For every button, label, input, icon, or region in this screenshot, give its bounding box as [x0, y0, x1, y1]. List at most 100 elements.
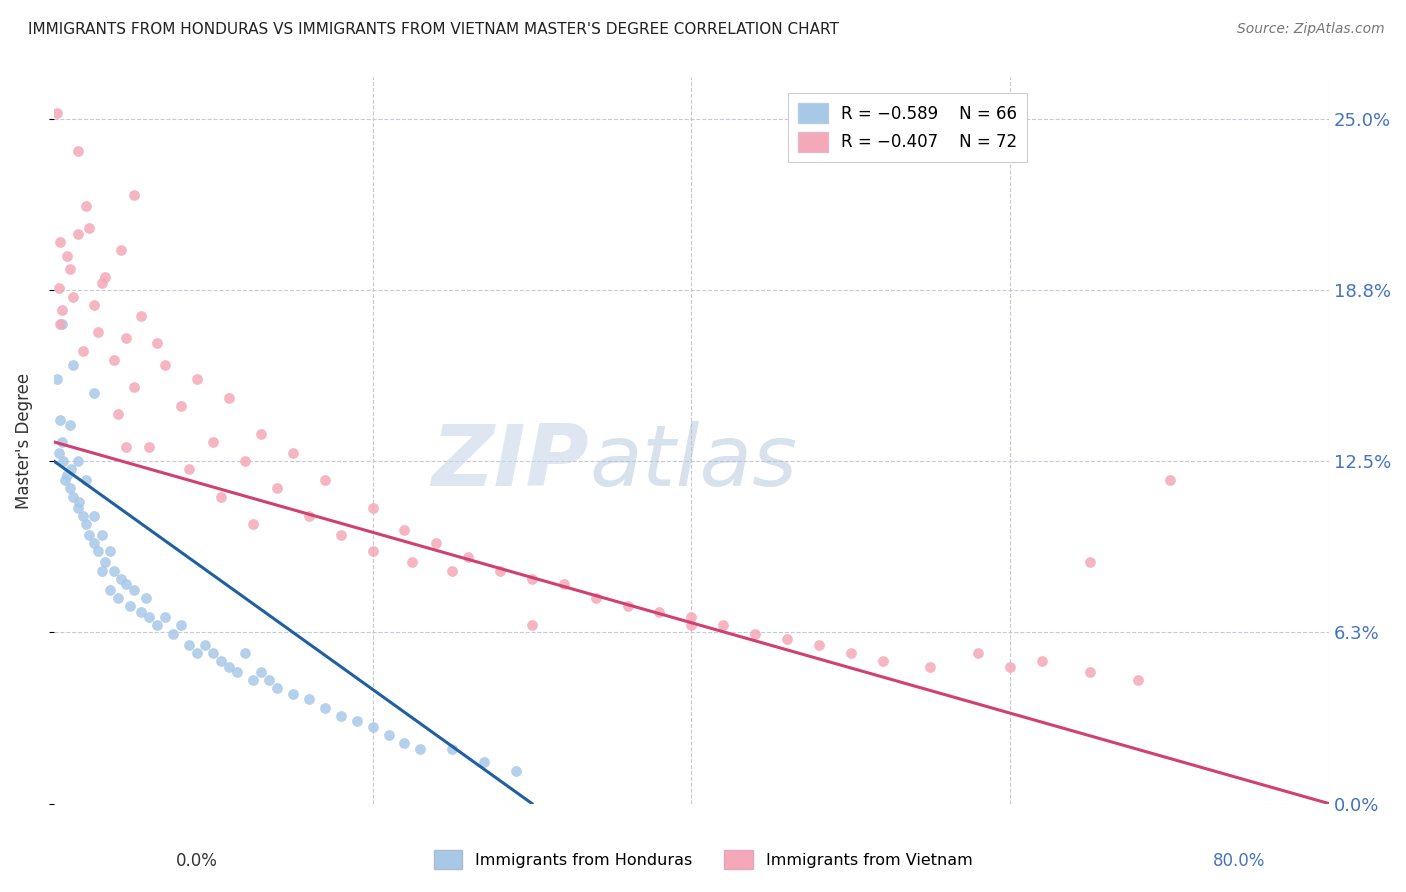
Point	[314, 473, 336, 487]
Point	[281, 687, 304, 701]
Point	[170, 399, 193, 413]
Point	[298, 692, 321, 706]
Point	[122, 188, 145, 202]
Point	[394, 523, 416, 537]
Point	[83, 508, 105, 523]
Point	[648, 605, 671, 619]
Point	[114, 441, 136, 455]
Point	[1159, 473, 1181, 487]
Point	[55, 248, 77, 262]
Point	[839, 646, 862, 660]
Point	[49, 317, 72, 331]
Point	[120, 599, 142, 614]
Point	[49, 413, 72, 427]
Point	[75, 199, 97, 213]
Text: ZIP: ZIP	[432, 421, 589, 504]
Point	[110, 243, 132, 257]
Point	[202, 434, 225, 449]
Point	[48, 446, 70, 460]
Point	[394, 736, 416, 750]
Point	[66, 227, 89, 241]
Point	[425, 536, 447, 550]
Point	[998, 659, 1021, 673]
Legend: Immigrants from Honduras, Immigrants from Vietnam: Immigrants from Honduras, Immigrants fro…	[427, 844, 979, 875]
Point	[51, 434, 73, 449]
Point	[218, 659, 240, 673]
Point	[186, 646, 208, 660]
Point	[62, 290, 84, 304]
Point	[77, 528, 100, 542]
Point	[51, 317, 73, 331]
Legend: R = −0.589    N = 66, R = −0.407    N = 72: R = −0.589 N = 66, R = −0.407 N = 72	[787, 93, 1028, 162]
Point	[155, 358, 177, 372]
Point	[186, 372, 208, 386]
Point	[409, 741, 432, 756]
Point	[298, 508, 321, 523]
Point	[107, 591, 129, 605]
Point	[48, 281, 70, 295]
Point	[62, 490, 84, 504]
Point	[1126, 673, 1149, 688]
Point	[46, 106, 69, 120]
Point	[242, 673, 264, 688]
Point	[90, 276, 112, 290]
Point	[776, 632, 799, 647]
Y-axis label: Master's Degree: Master's Degree	[15, 373, 32, 508]
Point	[194, 638, 217, 652]
Point	[135, 591, 157, 605]
Text: 0.0%: 0.0%	[176, 852, 218, 870]
Point	[103, 564, 125, 578]
Point	[75, 517, 97, 532]
Text: atlas: atlas	[589, 421, 797, 504]
Point	[114, 331, 136, 345]
Point	[75, 473, 97, 487]
Point	[361, 720, 384, 734]
Point	[489, 564, 512, 578]
Text: IMMIGRANTS FROM HONDURAS VS IMMIGRANTS FROM VIETNAM MASTER'S DEGREE CORRELATION : IMMIGRANTS FROM HONDURAS VS IMMIGRANTS F…	[28, 22, 839, 37]
Point	[967, 646, 990, 660]
Text: Source: ZipAtlas.com: Source: ZipAtlas.com	[1237, 22, 1385, 37]
Point	[807, 638, 830, 652]
Point	[281, 446, 304, 460]
Point	[242, 517, 264, 532]
Point	[401, 556, 423, 570]
Point	[138, 441, 160, 455]
Point	[83, 385, 105, 400]
Point	[233, 454, 256, 468]
Point	[51, 303, 73, 318]
Point	[233, 646, 256, 660]
Point	[744, 626, 766, 640]
Point	[361, 544, 384, 558]
Point	[441, 564, 464, 578]
Point	[257, 673, 280, 688]
Point	[59, 482, 82, 496]
Text: 80.0%: 80.0%	[1213, 852, 1265, 870]
Point	[266, 681, 288, 696]
Point	[60, 462, 83, 476]
Point	[55, 467, 77, 482]
Point	[72, 508, 94, 523]
Point	[872, 654, 894, 668]
Point	[66, 500, 89, 515]
Point	[250, 426, 273, 441]
Point	[441, 741, 464, 756]
Point	[250, 665, 273, 679]
Point	[94, 556, 117, 570]
Point	[146, 336, 169, 351]
Point	[346, 714, 368, 729]
Point	[329, 709, 352, 723]
Point	[53, 473, 76, 487]
Point	[520, 618, 543, 632]
Point	[52, 454, 75, 468]
Point	[138, 610, 160, 624]
Point	[361, 500, 384, 515]
Point	[107, 408, 129, 422]
Point	[77, 221, 100, 235]
Point	[209, 490, 232, 504]
Point	[1078, 556, 1101, 570]
Point	[1031, 654, 1053, 668]
Point	[920, 659, 942, 673]
Point	[266, 482, 288, 496]
Point	[314, 700, 336, 714]
Point	[155, 610, 177, 624]
